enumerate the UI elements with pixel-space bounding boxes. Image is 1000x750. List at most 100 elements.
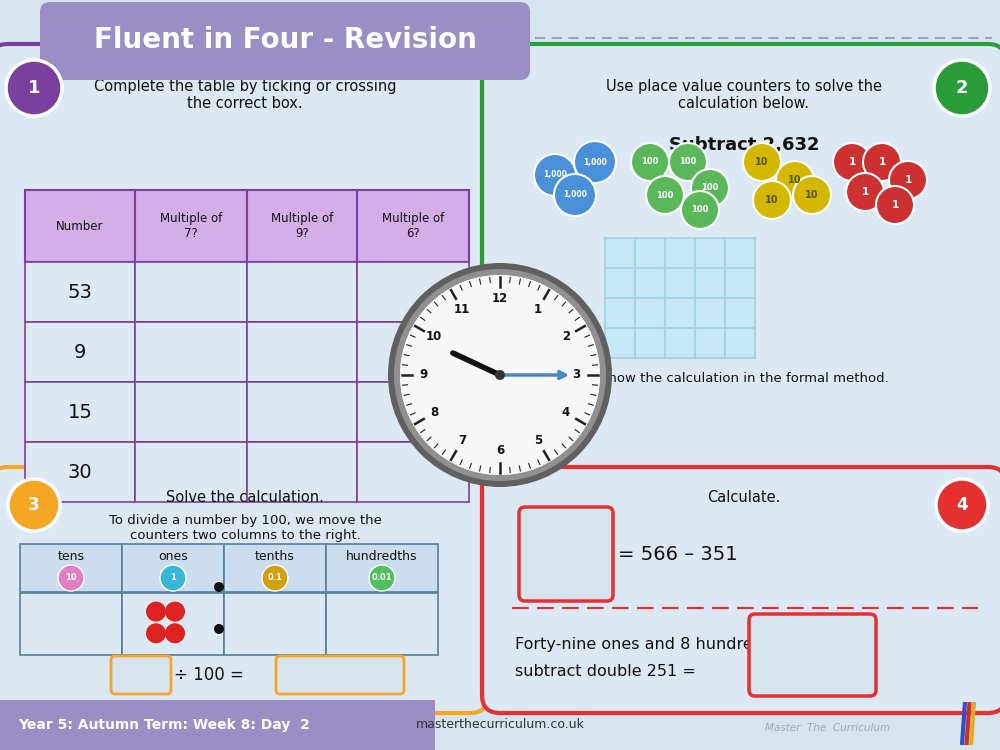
Bar	[725, 298, 755, 328]
Text: Multiple of
9?: Multiple of 9?	[271, 212, 333, 240]
Circle shape	[369, 565, 395, 591]
FancyBboxPatch shape	[25, 322, 135, 382]
Circle shape	[8, 479, 60, 531]
Circle shape	[214, 582, 224, 592]
Text: Master  The  Curriculum: Master The Curriculum	[765, 723, 890, 733]
Text: 100: 100	[641, 158, 659, 166]
Text: Multiple of
6?: Multiple of 6?	[382, 212, 444, 240]
FancyBboxPatch shape	[247, 322, 357, 382]
Circle shape	[214, 624, 224, 634]
Circle shape	[646, 176, 684, 214]
FancyBboxPatch shape	[25, 190, 135, 262]
FancyBboxPatch shape	[135, 382, 247, 442]
Bar	[605, 238, 635, 268]
FancyBboxPatch shape	[357, 190, 469, 262]
Text: ÷ 100 =: ÷ 100 =	[174, 666, 244, 684]
FancyBboxPatch shape	[25, 442, 135, 502]
Bar	[695, 328, 725, 358]
Text: tenths: tenths	[255, 550, 295, 562]
Text: 1: 1	[891, 200, 899, 210]
FancyBboxPatch shape	[40, 2, 530, 80]
Circle shape	[400, 275, 600, 475]
Text: hundredths: hundredths	[346, 550, 418, 562]
Circle shape	[58, 565, 84, 591]
Text: 1: 1	[861, 187, 869, 197]
Circle shape	[889, 161, 927, 199]
Text: 0.1: 0.1	[268, 574, 282, 583]
Text: 1: 1	[170, 574, 176, 583]
Circle shape	[534, 154, 576, 196]
Text: 1,000: 1,000	[563, 190, 587, 200]
Text: 10: 10	[765, 195, 779, 205]
Circle shape	[669, 143, 707, 181]
Bar	[665, 328, 695, 358]
Text: 11: 11	[454, 303, 470, 316]
Text: 100: 100	[691, 206, 709, 214]
Text: Use place value counters to solve the
calculation below.: Use place value counters to solve the ca…	[606, 79, 882, 111]
Text: 100: 100	[701, 184, 719, 193]
Circle shape	[165, 623, 185, 644]
Text: Multiple of
7?: Multiple of 7?	[160, 212, 222, 240]
Text: = 566 – 351: = 566 – 351	[618, 544, 738, 563]
FancyBboxPatch shape	[357, 262, 469, 322]
Circle shape	[753, 181, 791, 219]
FancyBboxPatch shape	[276, 656, 404, 694]
Text: 10: 10	[755, 157, 769, 167]
Text: To divide a number by 100, we move the
counters two columns to the right.: To divide a number by 100, we move the c…	[109, 514, 381, 542]
FancyBboxPatch shape	[20, 544, 122, 592]
FancyBboxPatch shape	[326, 593, 438, 655]
Text: Solve the calculation.: Solve the calculation.	[166, 490, 324, 506]
Text: Year 5: Autumn Term: Week 8: Day  2: Year 5: Autumn Term: Week 8: Day 2	[18, 718, 310, 732]
Text: 1: 1	[534, 303, 542, 316]
Circle shape	[833, 143, 871, 181]
Text: 9: 9	[74, 343, 86, 362]
Circle shape	[495, 370, 505, 380]
FancyBboxPatch shape	[357, 442, 469, 502]
FancyBboxPatch shape	[519, 507, 613, 601]
FancyBboxPatch shape	[135, 442, 247, 502]
Bar	[665, 268, 695, 298]
Circle shape	[160, 565, 186, 591]
Bar	[635, 328, 665, 358]
FancyBboxPatch shape	[135, 262, 247, 322]
FancyBboxPatch shape	[135, 190, 247, 262]
Text: 10: 10	[805, 190, 819, 200]
Text: Forty-nine ones and 8 hundreds: Forty-nine ones and 8 hundreds	[515, 638, 771, 652]
FancyBboxPatch shape	[247, 442, 357, 502]
FancyBboxPatch shape	[122, 593, 224, 655]
Circle shape	[631, 143, 669, 181]
Bar	[725, 268, 755, 298]
Circle shape	[743, 143, 781, 181]
Circle shape	[691, 169, 729, 207]
Circle shape	[400, 275, 600, 475]
Text: 10: 10	[788, 175, 802, 185]
Text: 15: 15	[68, 403, 92, 422]
FancyBboxPatch shape	[482, 467, 1000, 713]
FancyBboxPatch shape	[357, 382, 469, 442]
Text: 1: 1	[28, 79, 40, 97]
Circle shape	[846, 173, 884, 211]
Circle shape	[574, 141, 616, 183]
FancyBboxPatch shape	[247, 382, 357, 442]
Text: 9: 9	[420, 368, 428, 382]
Bar	[665, 298, 695, 328]
FancyBboxPatch shape	[122, 544, 224, 592]
FancyBboxPatch shape	[482, 44, 1000, 498]
Text: 6: 6	[496, 445, 504, 458]
Text: tens: tens	[58, 550, 84, 562]
FancyBboxPatch shape	[111, 656, 171, 694]
Circle shape	[262, 565, 288, 591]
Bar	[695, 238, 725, 268]
Text: Fluent in Four - Revision: Fluent in Four - Revision	[94, 26, 476, 54]
Bar	[665, 238, 695, 268]
Circle shape	[936, 479, 988, 531]
Bar	[725, 328, 755, 358]
Circle shape	[934, 60, 990, 116]
Text: 0.01: 0.01	[372, 574, 392, 583]
Bar	[605, 268, 635, 298]
Text: 7: 7	[458, 434, 466, 447]
Text: subtract double 251 =: subtract double 251 =	[515, 664, 696, 680]
Bar	[635, 268, 665, 298]
Circle shape	[554, 174, 596, 216]
Text: Subtract 2,632: Subtract 2,632	[669, 136, 819, 154]
